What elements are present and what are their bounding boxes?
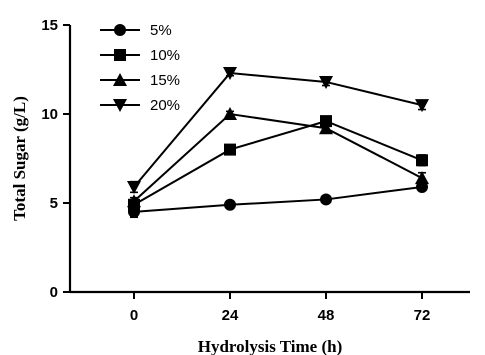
triangle-down-marker — [127, 180, 141, 194]
legend-item: 20% — [100, 97, 180, 114]
triangle-up-marker — [319, 121, 333, 135]
triangle-up-marker — [415, 171, 429, 185]
circle-marker — [224, 198, 236, 211]
series-line — [133, 72, 423, 188]
legend-item: 5% — [100, 22, 172, 39]
x-tick-label: 0 — [130, 307, 138, 324]
legend-label: 20% — [150, 97, 180, 114]
series-line — [133, 185, 423, 213]
legend-item: 15% — [100, 72, 180, 89]
series-15pct — [127, 107, 429, 208]
series-20pct — [127, 67, 429, 194]
legend-label: 5% — [150, 22, 172, 39]
triangle-down-marker — [415, 99, 429, 113]
square-marker — [114, 49, 126, 61]
x-ticks: 0 24 48 72 — [130, 292, 431, 324]
legend-label: 10% — [150, 47, 180, 64]
x-tick-label: 24 — [222, 307, 239, 324]
legend: 5% 10% 15% 20% — [100, 22, 180, 114]
y-tick-label: 15 — [41, 17, 58, 34]
y-ticks: 0 5 10 15 — [41, 17, 70, 301]
y-tick-label: 5 — [50, 195, 58, 212]
y-tick-label: 10 — [41, 106, 58, 123]
axes — [68, 25, 470, 294]
legend-label: 15% — [150, 72, 180, 89]
square-marker — [416, 154, 428, 167]
triangle-down-marker — [223, 67, 237, 81]
triangle-down-marker — [113, 99, 127, 112]
series-5pct — [128, 180, 428, 219]
circle-marker — [114, 24, 126, 36]
x-tick-label: 72 — [414, 307, 431, 324]
y-tick-label: 0 — [50, 284, 58, 301]
square-marker — [224, 143, 236, 156]
triangle-up-marker — [127, 194, 141, 208]
series-layer — [127, 67, 429, 219]
series-10pct — [128, 115, 428, 211]
triangle-down-marker — [319, 75, 333, 89]
circle-marker — [320, 193, 332, 206]
series-line — [133, 112, 423, 202]
triangle-up-marker — [223, 107, 237, 120]
legend-item: 10% — [100, 47, 180, 64]
series-line — [133, 120, 423, 206]
x-axis-title: Hydrolysis Time (h) — [198, 337, 343, 355]
x-tick-label: 48 — [318, 307, 335, 324]
triangle-up-marker — [113, 73, 127, 86]
y-axis-title: Total Sugar (g/L) — [10, 96, 29, 221]
